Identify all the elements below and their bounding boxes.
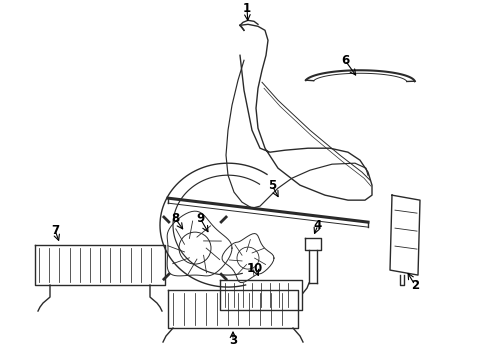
Text: 5: 5 bbox=[268, 179, 276, 192]
Text: 1: 1 bbox=[243, 2, 251, 15]
Text: 7: 7 bbox=[51, 224, 59, 237]
Text: 6: 6 bbox=[341, 54, 349, 67]
Text: 9: 9 bbox=[196, 212, 204, 225]
Text: 8: 8 bbox=[171, 212, 179, 225]
Text: 2: 2 bbox=[411, 279, 419, 292]
Text: 3: 3 bbox=[229, 333, 237, 347]
Text: 4: 4 bbox=[314, 219, 322, 231]
Text: 10: 10 bbox=[247, 262, 263, 275]
